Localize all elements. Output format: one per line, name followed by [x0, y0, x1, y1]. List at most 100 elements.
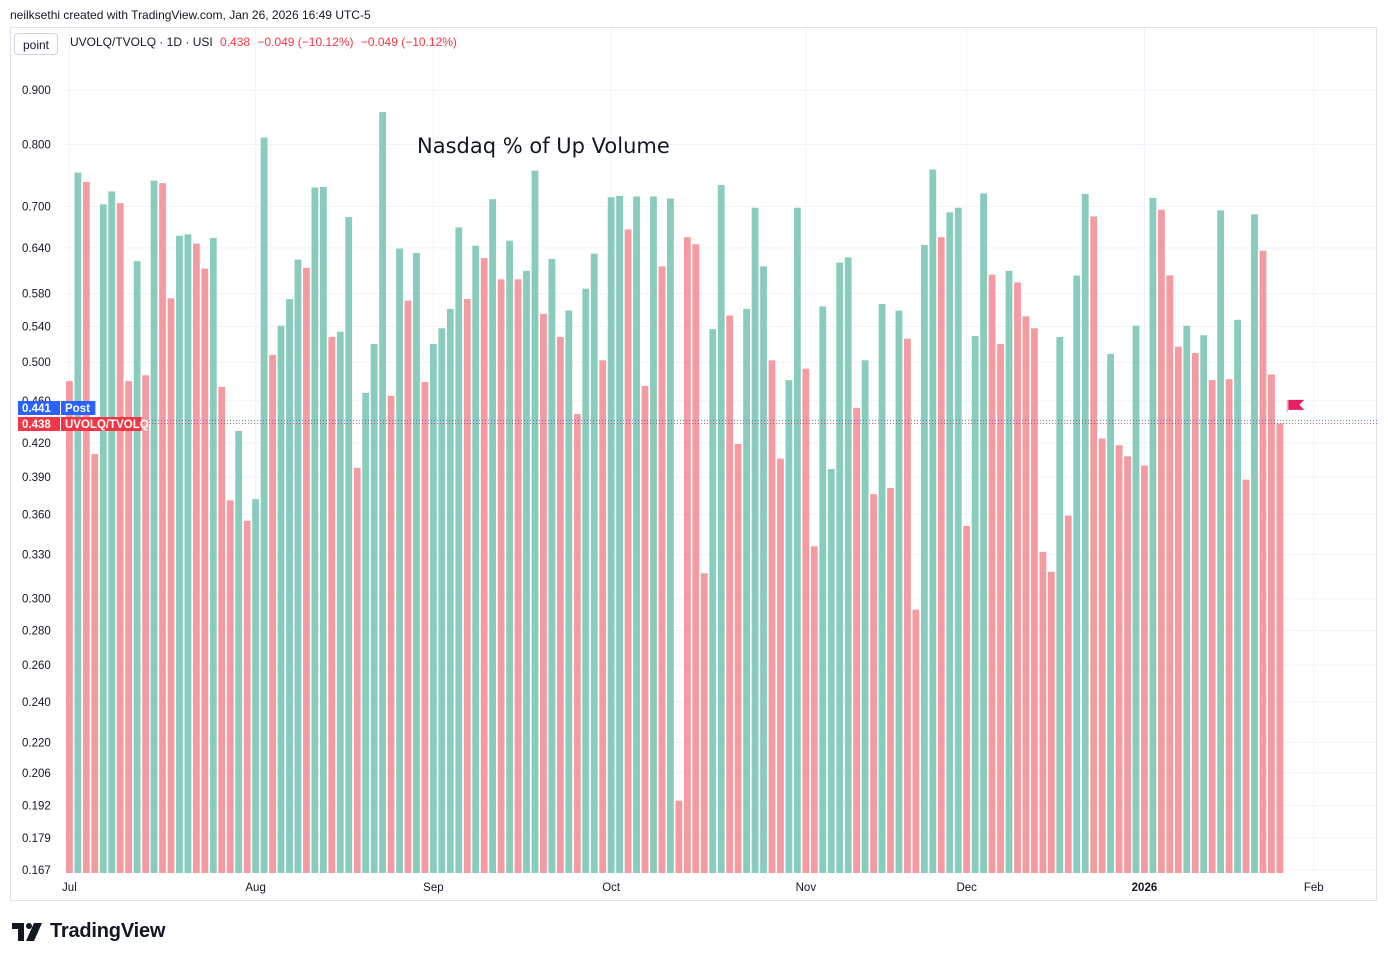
- bar[interactable]: [1073, 275, 1081, 873]
- bar[interactable]: [971, 336, 979, 874]
- bar[interactable]: [988, 274, 996, 874]
- bar[interactable]: [446, 308, 454, 873]
- bar[interactable]: [675, 800, 683, 873]
- bar[interactable]: [997, 344, 1004, 873]
- bar[interactable]: [650, 196, 657, 874]
- bar[interactable]: [523, 270, 530, 873]
- bar[interactable]: [616, 195, 624, 873]
- bar[interactable]: [142, 375, 149, 873]
- bar[interactable]: [421, 382, 429, 873]
- bar[interactable]: [1259, 250, 1267, 873]
- bar[interactable]: [1056, 336, 1064, 873]
- bar[interactable]: [667, 198, 674, 873]
- bar[interactable]: [658, 266, 666, 873]
- bar[interactable]: [878, 303, 886, 873]
- bar[interactable]: [66, 381, 73, 873]
- bar[interactable]: [785, 380, 793, 873]
- bar[interactable]: [209, 237, 217, 873]
- bar[interactable]: [641, 385, 649, 873]
- bar[interactable]: [269, 354, 276, 873]
- bar[interactable]: [303, 267, 310, 873]
- bar[interactable]: [1183, 325, 1191, 873]
- bar[interactable]: [540, 313, 547, 873]
- bar[interactable]: [1098, 438, 1106, 873]
- bar[interactable]: [1217, 210, 1225, 873]
- bar[interactable]: [176, 235, 183, 873]
- bar[interactable]: [1141, 465, 1148, 873]
- bar[interactable]: [472, 245, 480, 873]
- bar[interactable]: [1132, 325, 1140, 873]
- bar[interactable]: [954, 207, 962, 874]
- bar[interactable]: [286, 299, 293, 873]
- bar[interactable]: [1031, 328, 1038, 873]
- bar[interactable]: [336, 331, 344, 874]
- bar[interactable]: [387, 395, 395, 873]
- bar[interactable]: [836, 262, 844, 874]
- bar[interactable]: [700, 573, 708, 873]
- bar[interactable]: [277, 325, 285, 873]
- bar[interactable]: [1047, 571, 1055, 873]
- bar[interactable]: [116, 203, 124, 873]
- bar[interactable]: [743, 308, 750, 873]
- bar[interactable]: [1242, 479, 1250, 873]
- bar[interactable]: [108, 191, 116, 873]
- bar[interactable]: [311, 187, 319, 873]
- bar[interactable]: [396, 248, 403, 873]
- bar[interactable]: [573, 414, 581, 873]
- bar[interactable]: [802, 368, 810, 873]
- bar[interactable]: [438, 328, 446, 873]
- bar[interactable]: [1166, 275, 1174, 873]
- bar[interactable]: [1200, 335, 1208, 873]
- bar[interactable]: [768, 360, 776, 873]
- bar[interactable]: [260, 137, 268, 874]
- bar[interactable]: [946, 212, 954, 873]
- bar[interactable]: [91, 454, 99, 873]
- bar[interactable]: [980, 193, 988, 874]
- bar[interactable]: [556, 336, 564, 873]
- bar[interactable]: [133, 261, 141, 873]
- bar[interactable]: [82, 181, 90, 873]
- bar[interactable]: [1268, 374, 1275, 873]
- bar[interactable]: [937, 237, 945, 873]
- bar[interactable]: [734, 444, 742, 873]
- tradingview-brand[interactable]: TradingView: [12, 920, 165, 943]
- bar[interactable]: [1005, 270, 1013, 873]
- bar[interactable]: [1039, 551, 1047, 873]
- bar[interactable]: [1157, 209, 1165, 874]
- bar[interactable]: [870, 494, 877, 873]
- bar[interactable]: [565, 310, 573, 874]
- bar[interactable]: [853, 407, 861, 873]
- flag-icon[interactable]: [1288, 399, 1305, 410]
- bar[interactable]: [353, 467, 361, 873]
- bar[interactable]: [1064, 515, 1072, 873]
- bar[interactable]: [904, 338, 911, 873]
- bar[interactable]: [963, 526, 971, 873]
- bar[interactable]: [548, 258, 556, 873]
- bar[interactable]: [887, 488, 894, 873]
- bar[interactable]: [793, 207, 801, 874]
- bar[interactable]: [480, 258, 488, 873]
- bar[interactable]: [1225, 379, 1233, 873]
- bar[interactable]: [379, 112, 387, 873]
- bar[interactable]: [1014, 282, 1021, 874]
- bar[interactable]: [125, 381, 133, 873]
- bar[interactable]: [167, 298, 175, 873]
- bar[interactable]: [1234, 319, 1241, 873]
- bar[interactable]: [1081, 193, 1089, 873]
- bar[interactable]: [506, 240, 513, 873]
- bar[interactable]: [184, 234, 192, 873]
- bar[interactable]: [1276, 423, 1284, 873]
- bar[interactable]: [683, 237, 691, 873]
- bar[interactable]: [819, 306, 827, 873]
- bar[interactable]: [920, 244, 928, 873]
- bar[interactable]: [1124, 456, 1131, 873]
- bar[interactable]: [895, 310, 903, 874]
- bar[interactable]: [912, 609, 920, 873]
- bar[interactable]: [319, 186, 327, 874]
- bar[interactable]: [370, 344, 378, 873]
- bar[interactable]: [624, 229, 632, 873]
- bar[interactable]: [582, 288, 590, 873]
- bar[interactable]: [226, 500, 234, 873]
- bar[interactable]: [1090, 216, 1098, 873]
- bar[interactable]: [362, 392, 370, 873]
